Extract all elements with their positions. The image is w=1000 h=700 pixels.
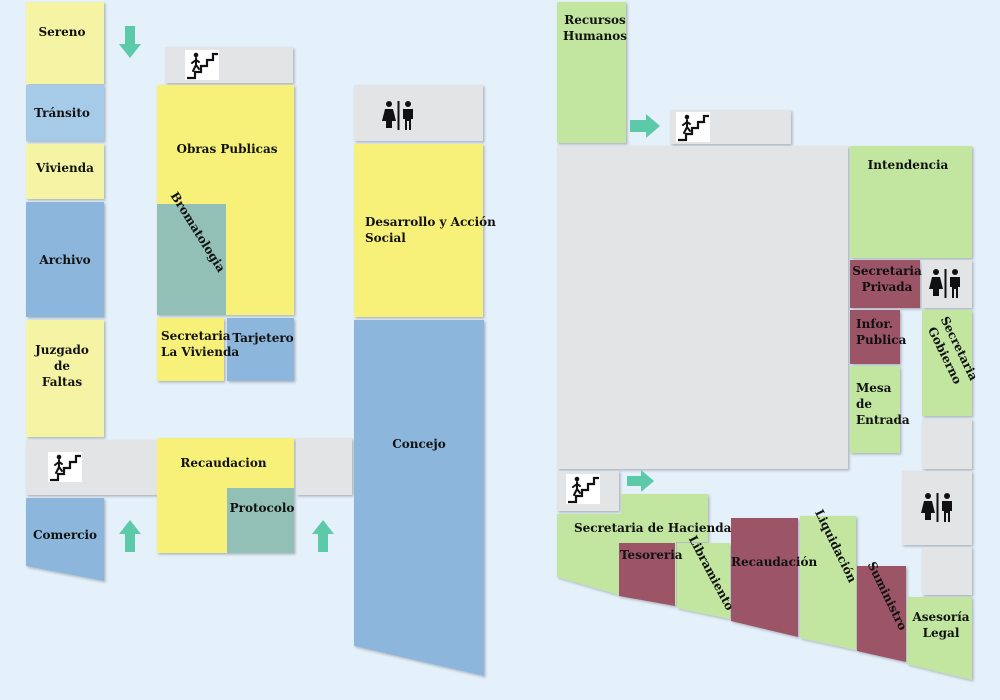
- corridor-mid: [296, 438, 352, 495]
- corridor-left: [26, 440, 157, 495]
- label-infor: Infor. Publica: [856, 317, 907, 347]
- room-recaudacion-right[interactable]: [731, 518, 798, 637]
- label-comercio: Comercio: [32, 528, 98, 542]
- label-secretaria-vivienda: Secretaria La Vivienda: [161, 329, 240, 359]
- label-mesa: Mesa de Entrada: [856, 381, 910, 427]
- room-secretaria-gobierno[interactable]: [922, 310, 972, 416]
- label-transito: Tránsito: [34, 106, 90, 120]
- label-protocolo: Protocolo: [229, 501, 295, 515]
- room-transito[interactable]: [26, 85, 104, 141]
- corridor-right-a: [922, 419, 972, 469]
- label-tesoreria: Tesoreria: [620, 548, 683, 562]
- arrow-right-icon: [630, 114, 660, 138]
- restroom-block-left: [354, 85, 483, 141]
- room-suministro[interactable]: [857, 566, 906, 662]
- room-intendencia[interactable]: [850, 146, 972, 258]
- room-secretaria-vivienda[interactable]: [157, 318, 224, 381]
- label-archivo: Archivo: [39, 253, 91, 267]
- room-archivo[interactable]: [26, 202, 104, 317]
- stairs-icon: [183, 48, 221, 82]
- stairs-icon: [674, 110, 712, 144]
- label-recaudacion-right: Recaudación: [731, 555, 818, 569]
- label-secretaria-privada: Secretaria Privada: [852, 264, 922, 294]
- label-secretaria-hacienda: Secretaria de Hacienda: [574, 521, 732, 535]
- arrow-up-icon: [119, 520, 141, 552]
- room-bromatologia[interactable]: [157, 204, 226, 315]
- room-liquidacion[interactable]: [800, 516, 856, 650]
- label-desarrollo: Desarrollo y Acción Social: [365, 215, 496, 245]
- label-intendencia: Intendencia: [867, 158, 949, 172]
- room-tesoreria[interactable]: [619, 543, 675, 606]
- room-concejo[interactable]: [354, 320, 484, 676]
- arrow-right-icon: [627, 470, 654, 492]
- arrow-up-icon: [312, 520, 334, 552]
- room-infor[interactable]: [850, 310, 900, 364]
- room-vivienda[interactable]: [26, 144, 104, 199]
- room-comercio[interactable]: [26, 498, 104, 581]
- room-tarjetero[interactable]: [227, 318, 294, 381]
- room-libramiento[interactable]: [677, 543, 730, 619]
- label-vivienda: Vivienda: [36, 161, 94, 175]
- room-sereno[interactable]: [26, 2, 104, 84]
- label-concejo: Concejo: [392, 437, 446, 451]
- room-juzgado[interactable]: [26, 320, 104, 437]
- hall-central: [557, 146, 848, 469]
- room-asesoria[interactable]: [907, 597, 972, 680]
- label-recaudacion: Recaudacion: [180, 456, 267, 470]
- stairs-icon: [46, 450, 84, 484]
- stairs-icon: [564, 472, 602, 506]
- label-recursos: Recursos Humanos: [562, 13, 628, 43]
- label-juzgado: Juzgado de Faltas: [35, 343, 89, 389]
- restroom-block-right-top: [922, 260, 972, 308]
- stairs-block-top: [165, 47, 293, 83]
- label-sereno: Sereno: [38, 25, 86, 39]
- label-tarjetero: Tarjetero: [232, 331, 294, 345]
- room-recursos[interactable]: [557, 2, 626, 143]
- corridor-right-b: [922, 547, 972, 595]
- arrow-down-icon: [119, 26, 141, 58]
- room-protocolo[interactable]: [227, 488, 294, 553]
- label-obras: Obras Publicas: [176, 142, 278, 156]
- room-desarrollo[interactable]: [354, 144, 483, 317]
- room-mesa[interactable]: [850, 366, 900, 453]
- room-secretaria-privada[interactable]: [850, 260, 920, 308]
- label-asesoria: Asesoría Legal: [912, 610, 970, 640]
